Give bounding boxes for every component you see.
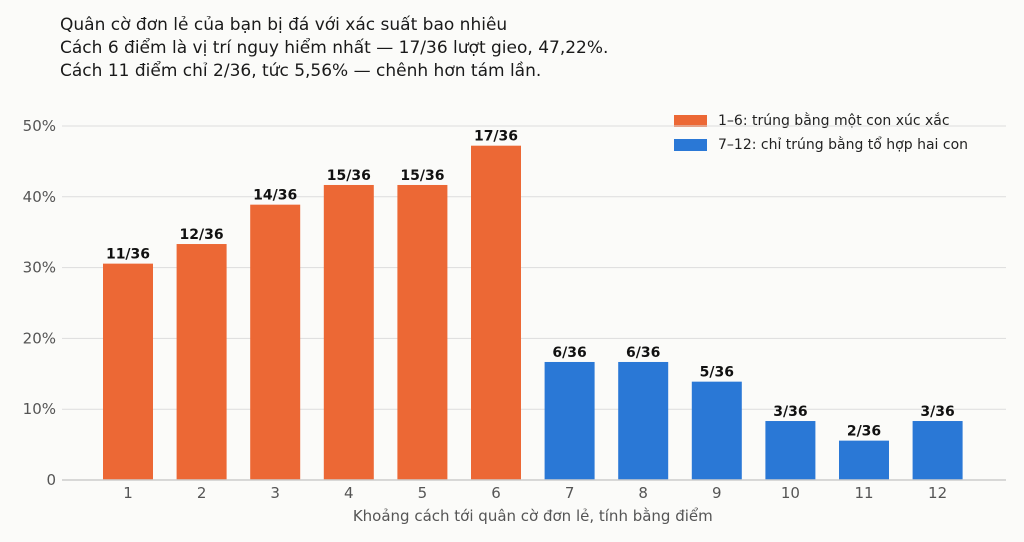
y-tick-label-10: 10% [23, 400, 56, 418]
x-tick-label-6: 6 [491, 484, 501, 502]
bar-12 [912, 421, 963, 480]
bar-label-6: 17/36 [474, 129, 518, 145]
bar-1 [103, 263, 153, 480]
chart-subtitle-1: Cách 6 điểm là vị trí nguy hiểm nhất — 1… [60, 38, 609, 58]
bar-4 [323, 184, 374, 481]
x-tick-label-12: 12 [928, 484, 947, 502]
bar-label-7: 6/36 [552, 345, 586, 361]
legend-item-single-die: 1–6: trúng bằng một con xúc xắc [674, 109, 968, 133]
bar-label-11: 2/36 [847, 424, 881, 440]
x-tick-label-7: 7 [565, 484, 575, 502]
legend-label-single-die: 1–6: trúng bằng một con xúc xắc [718, 113, 950, 129]
x-tick-label-3: 3 [270, 484, 280, 502]
x-tick-label-2: 2 [197, 484, 207, 502]
legend-label-two-dice: 7–12: chỉ trúng bằng tổ hợp hai con [718, 137, 969, 153]
bar-label-4: 15/36 [327, 168, 371, 184]
x-tick-label-8: 8 [638, 484, 648, 502]
legend-swatch-orange [674, 115, 707, 127]
x-axis-title: Khoảng cách tới quân cờ đơn lẻ, tính bằn… [353, 507, 713, 525]
x-tick-label-4: 4 [344, 484, 354, 502]
x-tick-label-9: 9 [712, 484, 722, 502]
bar-7 [544, 361, 595, 480]
bar-label-9: 5/36 [700, 365, 734, 381]
bar-label-10: 3/36 [773, 404, 807, 420]
bar-label-1: 11/36 [106, 247, 150, 263]
bar-label-8: 6/36 [626, 345, 660, 361]
bar-5 [397, 184, 448, 481]
bars [103, 145, 963, 481]
chart-title: Quân cờ đơn lẻ của bạn bị đá với xác suấ… [60, 15, 508, 35]
x-tick-label-11: 11 [854, 484, 873, 502]
chart-title-block: Quân cờ đơn lẻ của bạn bị đá với xác suấ… [60, 14, 608, 83]
bar-3 [250, 204, 301, 480]
legend-item-two-dice: 7–12: chỉ trúng bằng tổ hợp hai con [674, 133, 968, 157]
x-axis-ticks: 1 2 3 4 5 6 7 8 9 10 11 12 [123, 484, 947, 502]
bar-label-3: 14/36 [253, 188, 297, 204]
bar-11 [839, 440, 889, 480]
x-tick-label-10: 10 [781, 484, 800, 502]
bar-8 [618, 361, 669, 480]
bar-label-2: 12/36 [180, 227, 224, 243]
bar-label-12: 3/36 [920, 404, 954, 420]
chart-subtitle-2: Cách 11 điểm chỉ 2/36, tức 5,56% — chênh… [60, 61, 542, 81]
y-tick-label-30: 30% [23, 259, 56, 277]
y-axis-ticks: 0 10% 20% 30% 40% 50% [23, 117, 56, 489]
y-tick-label-50: 50% [23, 117, 56, 135]
legend-swatch-blue [674, 139, 707, 151]
y-tick-label-40: 40% [23, 188, 56, 206]
y-tick-label-0: 0 [46, 471, 56, 489]
bar-label-5: 15/36 [400, 168, 444, 184]
bar-10 [765, 421, 816, 480]
x-tick-label-1: 1 [123, 484, 133, 502]
y-tick-label-20: 20% [23, 329, 56, 347]
bar-2 [176, 244, 227, 480]
bar-9 [691, 381, 742, 480]
bar-6 [471, 145, 521, 480]
x-tick-label-5: 5 [418, 484, 428, 502]
bar-data-labels: 11/36 12/36 14/36 15/36 15/36 17/36 6/36 6/36 5/… [106, 129, 955, 440]
legend: 1–6: trúng bằng một con xúc xắc 7–12: ch… [674, 109, 968, 157]
